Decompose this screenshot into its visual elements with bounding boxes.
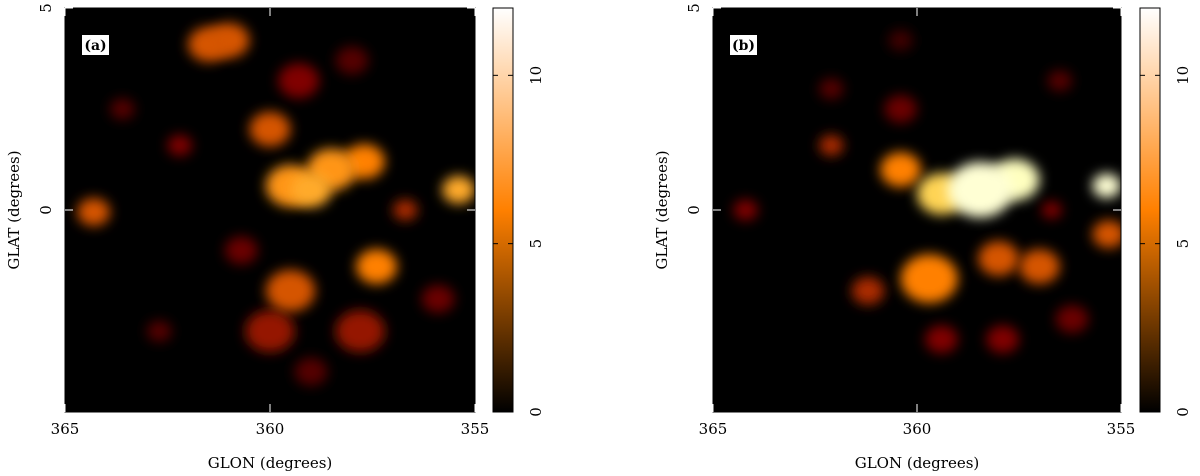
emission-blob: [167, 134, 193, 156]
colorbar: [1139, 7, 1161, 413]
emission-blob: [77, 198, 111, 226]
panel: 365 360 355 0 5 GLON (degrees) GLAT (degrees) (…: [653, 3, 1192, 472]
emission-blob: [1055, 305, 1089, 333]
emission-blob: [224, 236, 258, 265]
panel: 365 360 355 0 5 GLON (degrees) GLAT (degrees) (…: [5, 3, 545, 472]
colorbar-tick-label: 0: [527, 407, 545, 417]
emission-blob: [265, 269, 316, 312]
map-layer: [77, 22, 475, 386]
emission-blob: [208, 22, 250, 58]
emission-blob: [925, 325, 958, 354]
x-axis-label: GLON (degrees): [855, 454, 980, 472]
emission-blob: [294, 357, 328, 386]
emission-blob: [1092, 220, 1121, 249]
y-tick-label: 5: [37, 3, 55, 13]
x-tick-label: 365: [699, 420, 728, 438]
emission-blob: [245, 310, 295, 353]
emission-blob: [1019, 249, 1060, 284]
emission-blob: [442, 175, 475, 204]
colorbar: [492, 7, 514, 413]
emission-blob: [249, 111, 291, 147]
emission-blob: [290, 172, 332, 208]
y-tick-label: 5: [685, 3, 703, 13]
x-axis-label: GLON (degrees): [208, 454, 333, 472]
emission-blob: [1047, 70, 1073, 92]
emission-blob: [851, 276, 885, 305]
x-tick-label: 355: [461, 420, 490, 438]
panel-label: (b): [732, 38, 755, 54]
colorbar-tick-label: 5: [1174, 239, 1192, 249]
map-layer: [733, 29, 1121, 354]
emission-blob: [888, 29, 913, 51]
panel-label-box: [730, 35, 757, 55]
emission-blob: [880, 152, 922, 187]
emission-blob: [819, 134, 844, 156]
y-axis-label: GLAT (degrees): [653, 150, 671, 269]
x-tick-label: 360: [903, 420, 932, 438]
colorbar-tick-label: 10: [1174, 66, 1192, 85]
emission-blob: [990, 158, 1040, 201]
colorbar-tick-label: 0: [1174, 407, 1192, 417]
emission-blob: [343, 144, 385, 179]
emission-blob: [986, 325, 1019, 354]
emission-blob: [393, 199, 418, 221]
emission-blob: [421, 284, 455, 313]
emission-blob: [335, 46, 369, 75]
x-tick-label: 355: [1107, 420, 1136, 438]
y-axis-label: GLAT (degrees): [5, 150, 23, 269]
y-tick-label: 0: [685, 205, 703, 215]
emission-blob: [900, 254, 958, 303]
emission-blob: [1092, 173, 1121, 198]
x-tick-label: 360: [256, 420, 285, 438]
emission-blob: [147, 320, 172, 342]
panel-label: (a): [84, 38, 106, 54]
emission-blob: [917, 173, 966, 215]
emission-blob: [110, 98, 135, 120]
panel-label-box: [82, 35, 109, 55]
emission-blob: [356, 249, 398, 284]
y-tick-label: 0: [37, 205, 55, 215]
emission-blob: [1041, 201, 1062, 219]
emission-blob: [335, 310, 385, 353]
colorbar-tick-label: 10: [527, 66, 545, 85]
emission-blob: [884, 95, 917, 123]
emission-blob: [278, 63, 320, 99]
emission-blob: [733, 199, 758, 221]
emission-blob: [819, 78, 844, 100]
emission-blob: [978, 241, 1019, 276]
x-tick-label: 365: [51, 420, 80, 438]
colorbar-tick-label: 5: [527, 239, 545, 249]
